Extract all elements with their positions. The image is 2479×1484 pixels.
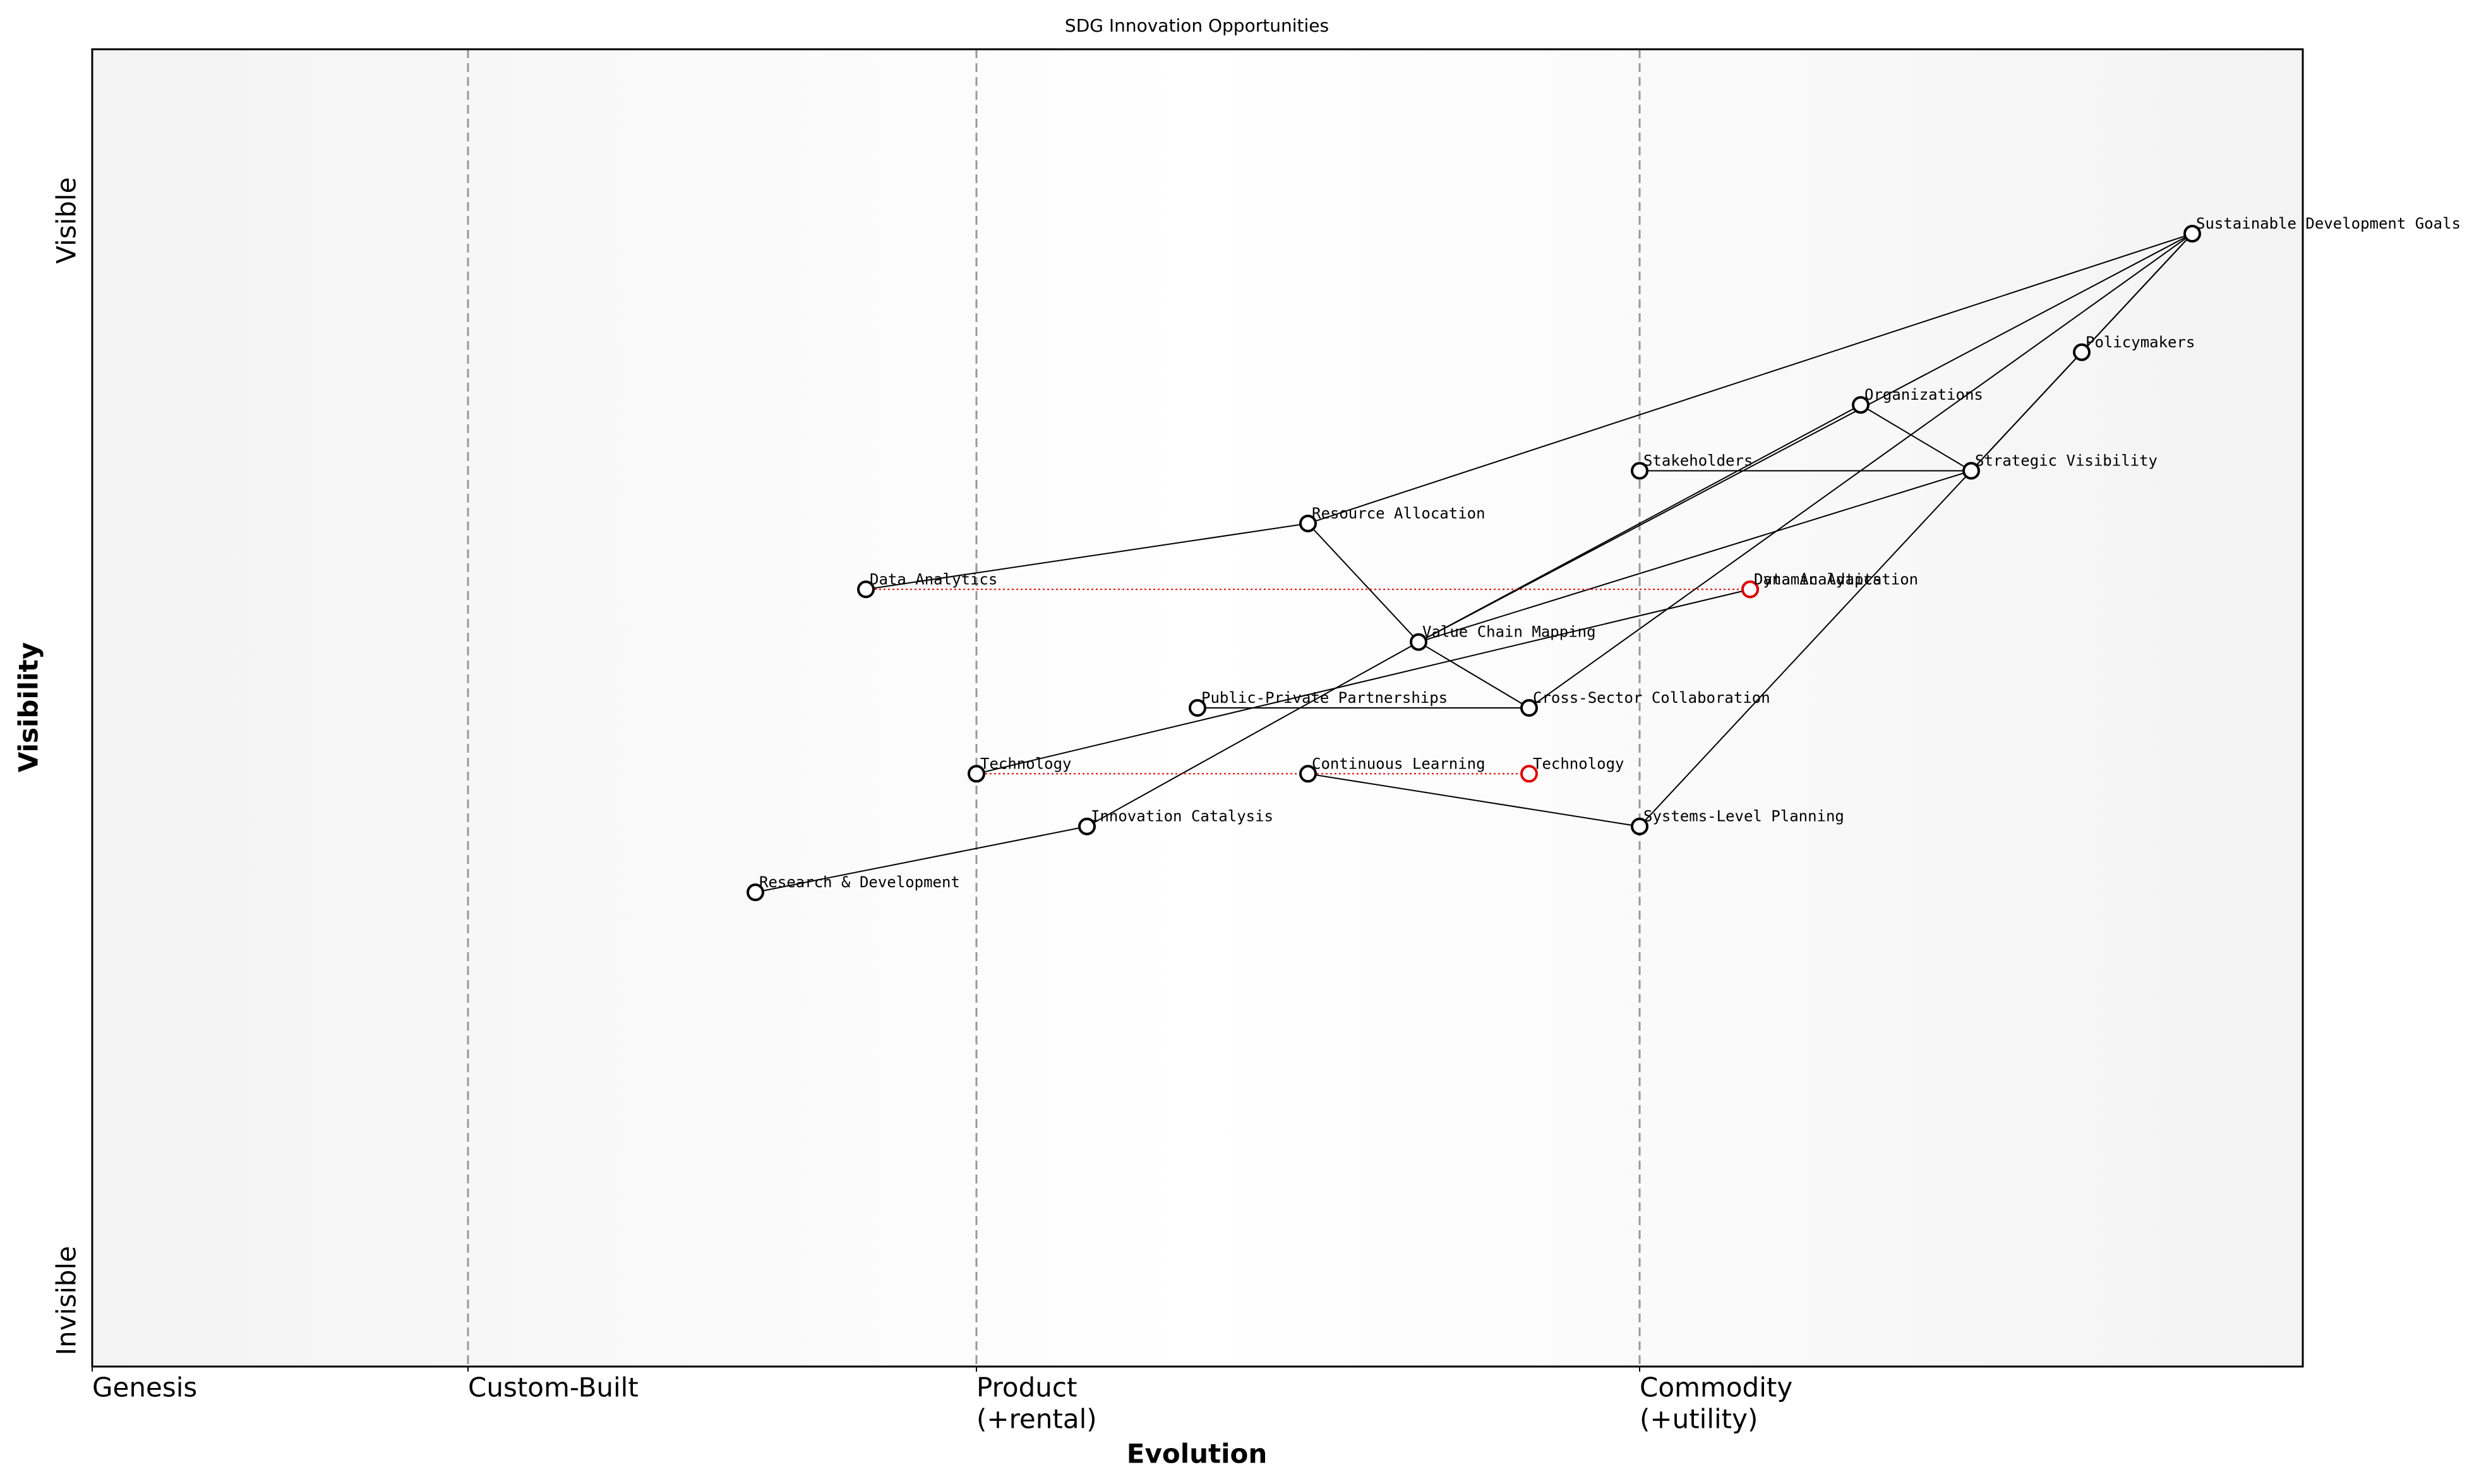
- node: [1852, 396, 1870, 414]
- x-tick-label: Product: [976, 1372, 1077, 1403]
- link: [1418, 233, 2193, 643]
- y-tick-label: Invisible: [51, 1246, 82, 1355]
- link: [1418, 641, 1530, 709]
- node: [1189, 699, 1206, 717]
- link: [865, 522, 1309, 590]
- node: [1962, 462, 1980, 480]
- x-tick-label: (+rental): [976, 1404, 1097, 1435]
- node: [1631, 462, 1648, 480]
- node-label: Technology: [1533, 755, 1624, 772]
- link: [1086, 641, 1419, 827]
- node: [1299, 765, 1317, 783]
- node: [1631, 817, 1648, 835]
- node: [2073, 343, 2091, 361]
- link: [2081, 233, 2193, 353]
- node-label: Resource Allocation: [1312, 505, 1486, 522]
- node-label: Policymakers: [2086, 333, 2195, 351]
- node-label: Value Chain Mapping: [1422, 623, 1596, 641]
- y-tick-label: Visible: [51, 177, 82, 264]
- node-label: Innovation Catalysis: [1091, 808, 1273, 825]
- link: [1860, 404, 1972, 472]
- node: [968, 765, 985, 783]
- evolved-node: [1741, 580, 1759, 599]
- link: [1418, 404, 1861, 643]
- node-label: Continuous Learning: [1312, 755, 1486, 772]
- link: [1639, 352, 2082, 827]
- node: [1078, 817, 1096, 835]
- link: [976, 589, 1751, 775]
- node-label: Data Analytics: [870, 570, 997, 588]
- node-label: Sustainable Development Goals: [2196, 215, 2461, 232]
- chart-title: SDG Innovation Opportunities: [1065, 15, 1329, 36]
- evolved-node: [1520, 765, 1538, 783]
- x-axis-title: Evolution: [1127, 1439, 1267, 1469]
- link: [755, 825, 1088, 894]
- node: [857, 580, 875, 599]
- node-label: Technology: [980, 755, 1072, 772]
- x-tick-label: (+utility): [1640, 1404, 1758, 1435]
- node-label: Stakeholders: [1643, 452, 1753, 470]
- node-label: Data Analytics: [1754, 570, 1882, 588]
- x-tick-label: Commodity: [1640, 1372, 1792, 1403]
- node-label: Dynamic Adaptation: [1754, 570, 1918, 588]
- node: [1520, 699, 1538, 717]
- x-tick-label: Custom-Built: [468, 1372, 639, 1403]
- node: [747, 883, 764, 902]
- node-label: Research & Development: [759, 873, 960, 891]
- link: [1307, 523, 1419, 643]
- x-tick-label: Genesis: [92, 1372, 197, 1403]
- node-label: Cross-Sector Collaboration: [1533, 689, 1770, 707]
- node-label: Systems-Level Planning: [1643, 808, 1844, 825]
- node: [2183, 225, 2201, 243]
- plot: Genesis Custom-Built Product(+rental) Commo…: [51, 49, 2461, 1435]
- node-label: Strategic Visibility: [1975, 452, 2158, 470]
- node: [1299, 514, 1317, 532]
- link: [1307, 233, 2193, 524]
- node-label: Public-Private Partnerships: [1201, 689, 1448, 707]
- node-label: Organizations: [1864, 386, 1983, 404]
- link: [1418, 470, 1972, 643]
- plot-frame: [91, 48, 2304, 1368]
- y-axis-title: Visibility: [13, 642, 44, 772]
- link: [1307, 773, 1640, 827]
- node: [1410, 633, 1427, 651]
